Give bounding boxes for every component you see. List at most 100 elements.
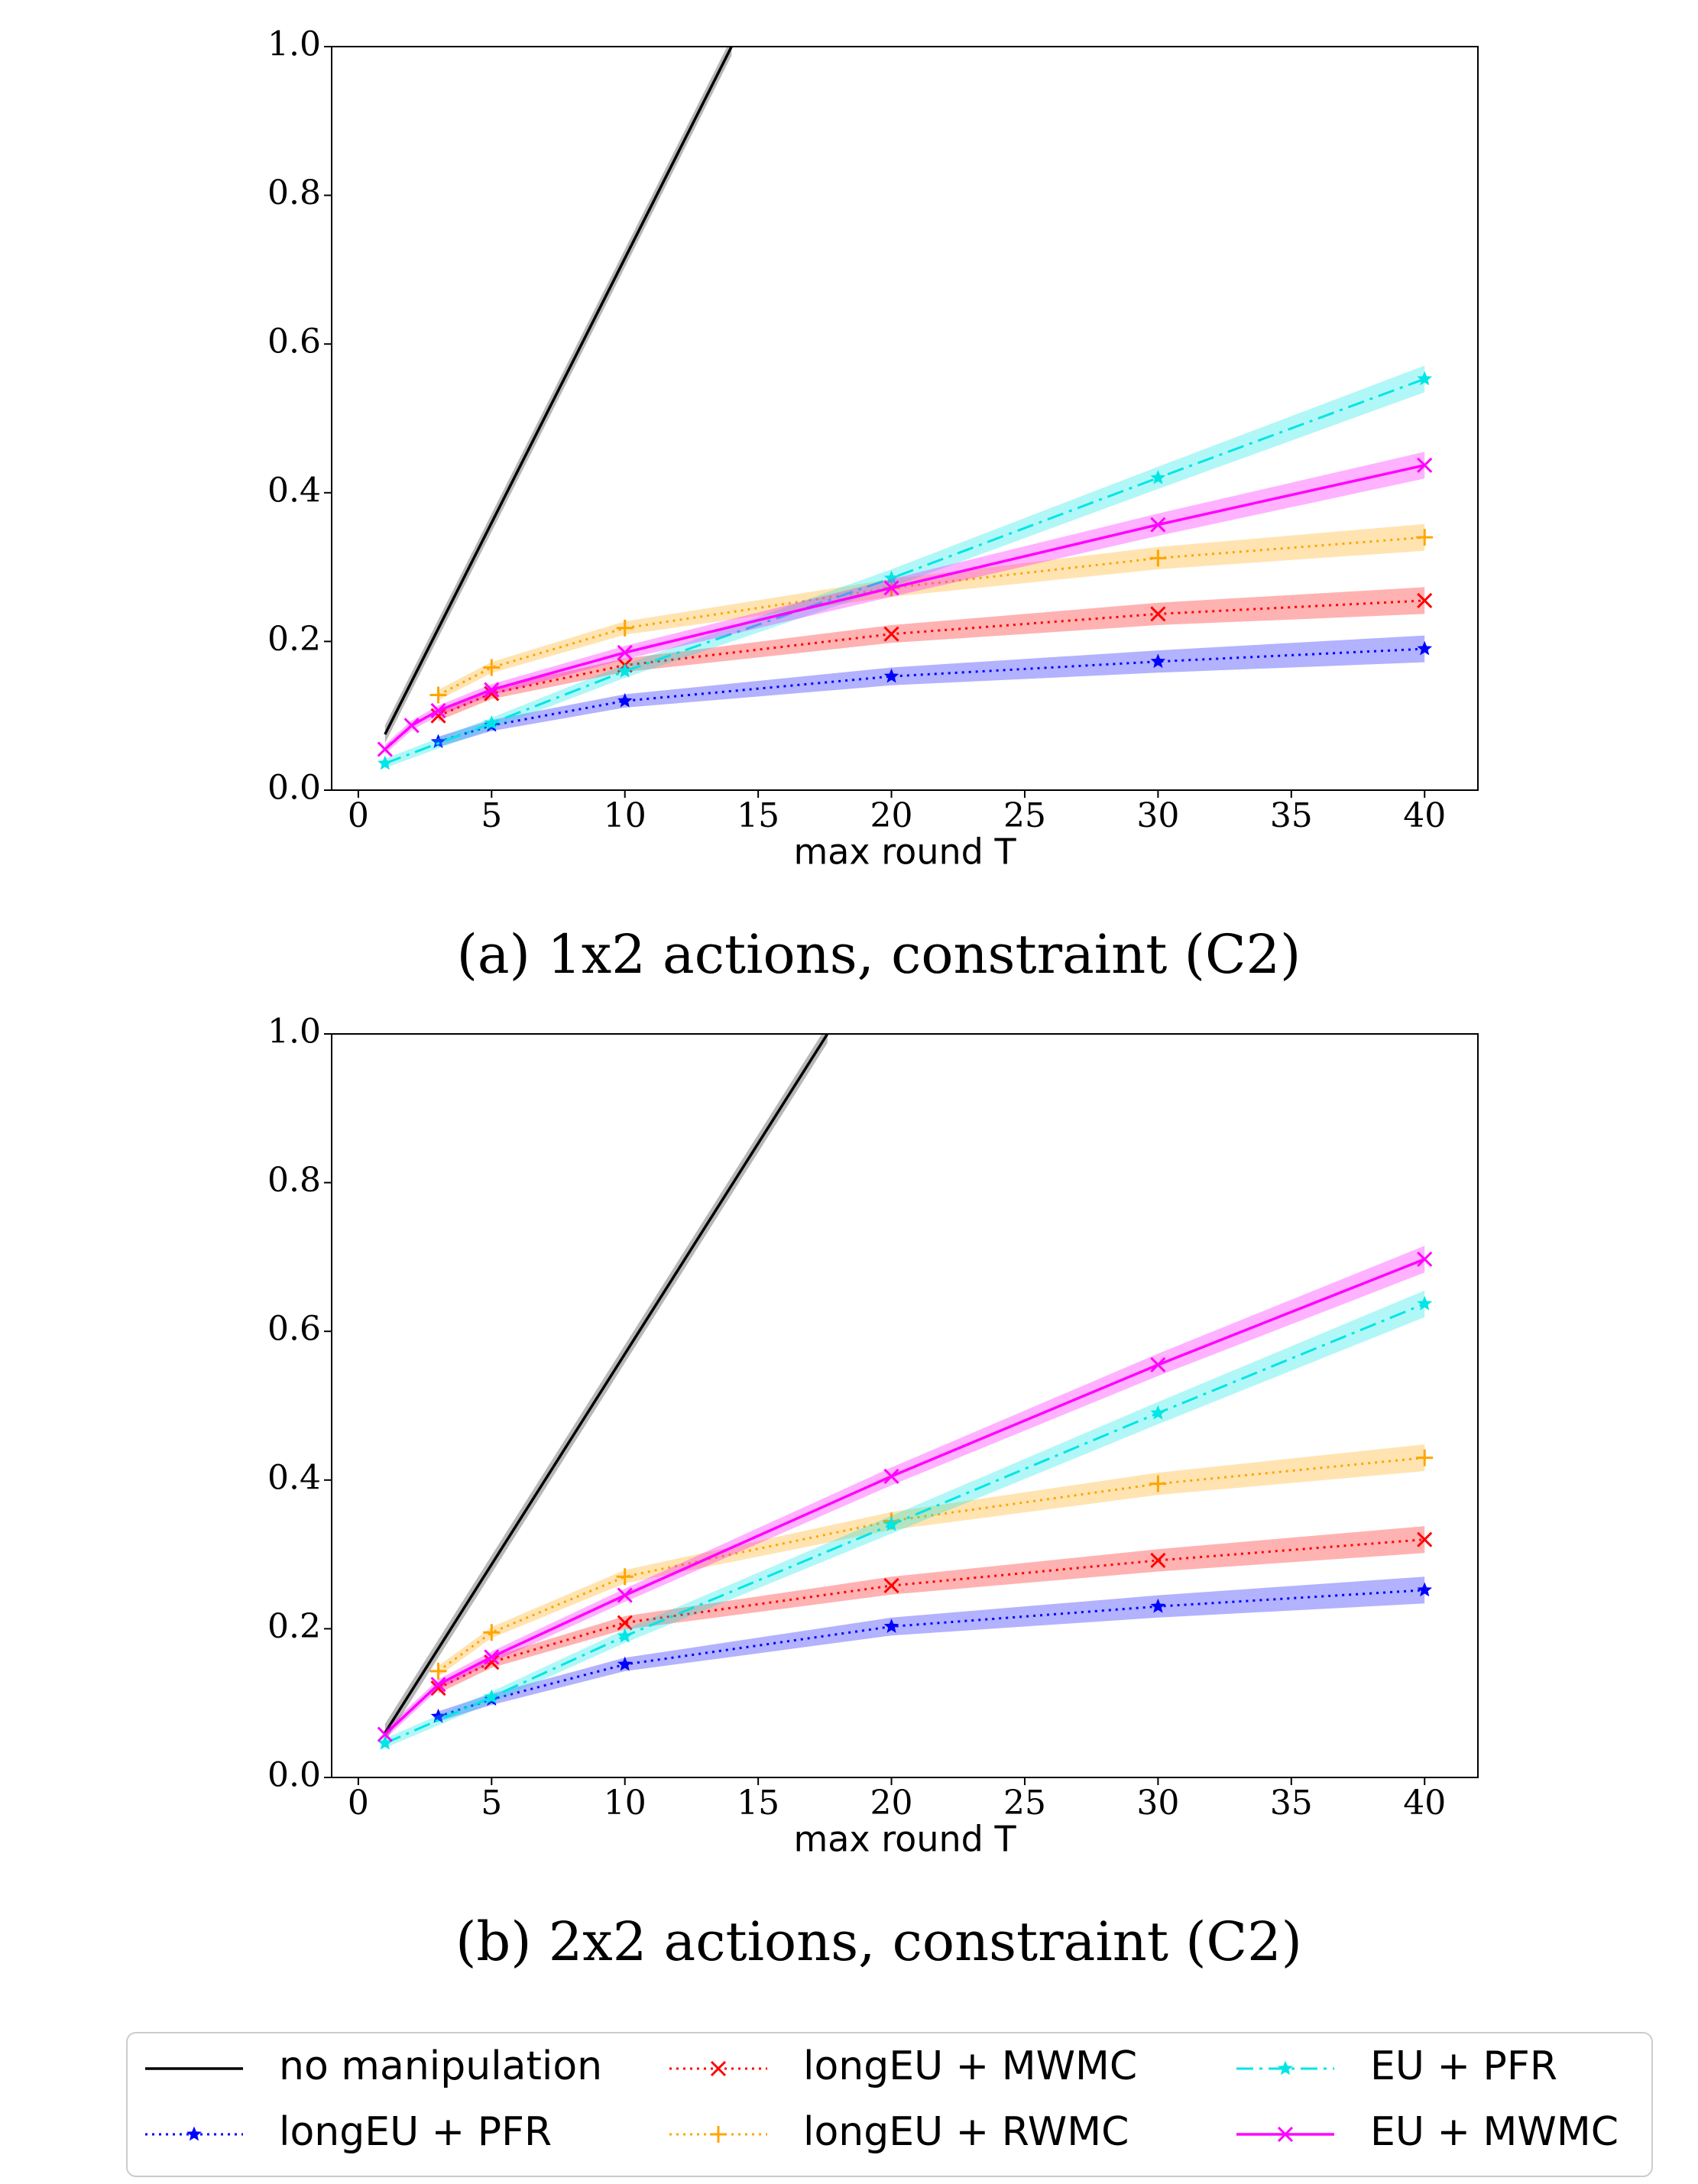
- legend: no manipulation longEU + PFR longEU + MWMC…: [126, 2032, 1653, 2177]
- legend-label-no_manipulation: no manipulation: [279, 2043, 602, 2089]
- marker-EU_PFR: [883, 570, 899, 585]
- legend-marker-longEU_RWMC: [710, 2126, 727, 2143]
- marker-longEU_RWMC: [429, 1662, 447, 1680]
- x-tick-label: 15: [737, 1784, 779, 1823]
- legend-label-longEU_MWMC: longEU + MWMC: [803, 2043, 1137, 2089]
- y-tick-label: 0.0: [267, 1756, 321, 1795]
- marker-longEU_MWMC: [430, 708, 446, 724]
- marker-longEU_PFR: [1417, 640, 1433, 656]
- x-tick-label: 40: [1403, 1784, 1446, 1823]
- axes-frame: [331, 46, 1479, 791]
- marker-EU_MWMC: [1150, 517, 1166, 533]
- y-tick-label: 0.4: [267, 1458, 321, 1497]
- x-tick-label: 5: [481, 1784, 502, 1823]
- x-axis-label: max round T: [793, 1818, 1016, 1859]
- chart-panel-a: 0.0 0.2 0.4 0.6 0.8 1.0 0 5 10 15 20 25 30 35 40 max ro…: [267, 25, 1479, 872]
- line-EU_PFR: [384, 1302, 1425, 1745]
- marker-longEU_MWMC: [617, 1615, 633, 1631]
- marker-EU_MWMC: [617, 1587, 633, 1603]
- x-tick-label: 35: [1270, 796, 1313, 835]
- band-EU_PFR: [384, 365, 1425, 769]
- legend-label-EU_PFR: EU + PFR: [1370, 2043, 1557, 2089]
- x-tick-label: 0: [348, 796, 369, 835]
- axes-frame: [331, 1033, 1479, 1778]
- legend-marker-longEU_MWMC: [710, 2060, 727, 2077]
- series-EU_PFR: [377, 365, 1433, 770]
- y-tick-label: 0.4: [267, 471, 321, 510]
- band-EU_MWMC: [384, 1246, 1425, 1739]
- marker-longEU_RWMC: [483, 659, 501, 676]
- series-longEU_PFR: [430, 1576, 1433, 1723]
- legend-item-no_manipulation: no manipulation: [145, 2043, 602, 2089]
- band-longEU_MWMC: [438, 1526, 1425, 1693]
- marker-longEU_RWMC: [1149, 1475, 1167, 1492]
- marker-EU_MWMC: [883, 580, 899, 596]
- line-longEU_PFR: [438, 647, 1425, 744]
- marker-EU_PFR: [1417, 1295, 1433, 1311]
- caption-b: (b) 2x2 actions, constraint (C2): [455, 1910, 1302, 1973]
- legend-label-longEU_PFR: longEU + PFR: [279, 2109, 552, 2155]
- marker-longEU_RWMC: [1149, 549, 1167, 567]
- marker-EU_PFR: [377, 755, 393, 770]
- legend-label-longEU_RWMC: longEU + RWMC: [803, 2109, 1129, 2155]
- marker-EU_PFR: [617, 663, 633, 678]
- x-tick-label: 0: [348, 1784, 369, 1823]
- line-longEU_MWMC: [437, 599, 1425, 718]
- legend-marker-EU_PFR: [1278, 2060, 1293, 2075]
- marker-EU_MWMC: [430, 702, 446, 718]
- legend-label-EU_MWMC: EU + MWMC: [1370, 2109, 1619, 2155]
- plot-area: [332, 47, 1478, 790]
- marker-EU_MWMC: [377, 1726, 393, 1742]
- band-longEU_MWMC: [438, 587, 1425, 721]
- y-tick-label: 0.8: [267, 173, 321, 212]
- marker-EU_MWMC: [883, 1468, 899, 1485]
- x-tick-label: 25: [1003, 796, 1046, 835]
- marker-EU_PFR: [1150, 1405, 1166, 1420]
- y-tick-label: 0.8: [267, 1161, 321, 1200]
- line-EU_PFR: [384, 378, 1425, 765]
- legend-marker-longEU_PFR: [186, 2126, 202, 2141]
- y-tick-label: 0.2: [267, 620, 321, 659]
- y-tick-label: 0.6: [267, 1310, 321, 1349]
- line-EU_MWMC: [384, 464, 1425, 750]
- marker-EU_PFR: [377, 1735, 393, 1750]
- marker-EU_MWMC: [1417, 457, 1433, 473]
- marker-longEU_MWMC: [1150, 1552, 1166, 1568]
- series-EU_MWMC: [377, 452, 1433, 757]
- marker-EU_MWMC: [403, 718, 420, 734]
- series-longEU_RWMC: [429, 1444, 1434, 1680]
- series-EU_MWMC: [377, 1246, 1433, 1742]
- marker-longEU_PFR: [883, 668, 899, 683]
- marker-longEU_RWMC: [1416, 1449, 1434, 1466]
- marker-EU_PFR: [617, 1628, 633, 1643]
- x-tick-label: 35: [1270, 1784, 1313, 1823]
- marker-EU_MWMC: [1150, 1356, 1166, 1373]
- x-tick-label: 30: [1136, 1784, 1179, 1823]
- marker-longEU_MWMC: [1417, 592, 1433, 608]
- marker-EU_PFR: [883, 1516, 899, 1531]
- x-tick-label: 30: [1136, 796, 1179, 835]
- marker-longEU_PFR: [1417, 1582, 1433, 1597]
- band-EU_PFR: [384, 1290, 1425, 1748]
- marker-EU_MWMC: [1417, 1251, 1433, 1267]
- band-EU_MWMC: [384, 452, 1425, 754]
- x-tick-label: 40: [1403, 796, 1446, 835]
- series-longEU_MWMC: [430, 587, 1433, 724]
- x-tick-label: 25: [1003, 1784, 1046, 1823]
- marker-longEU_RWMC: [616, 1568, 634, 1586]
- marker-longEU_MWMC: [883, 1577, 899, 1594]
- series-group: [377, 1034, 1434, 1750]
- series-no_manipulation: [384, 47, 733, 744]
- chart-panel-b: 0.0 0.2 0.4 0.6 0.8 1.0 0 5 10 15 20 25 30 35 40 max ro…: [267, 1013, 1479, 1859]
- marker-EU_MWMC: [377, 741, 393, 757]
- marker-longEU_MWMC: [1150, 606, 1166, 622]
- marker-longEU_PFR: [430, 734, 446, 749]
- band-longEU_RWMC: [438, 1444, 1425, 1677]
- series-no_manipulation: [384, 1034, 829, 1742]
- y-tick-label: 0.2: [267, 1607, 321, 1646]
- marker-longEU_PFR: [1150, 1598, 1166, 1613]
- band-longEU_PFR: [438, 1576, 1425, 1722]
- x-tick-label: 10: [604, 796, 646, 835]
- legend-item-longEU_PFR: longEU + PFR: [145, 2109, 552, 2155]
